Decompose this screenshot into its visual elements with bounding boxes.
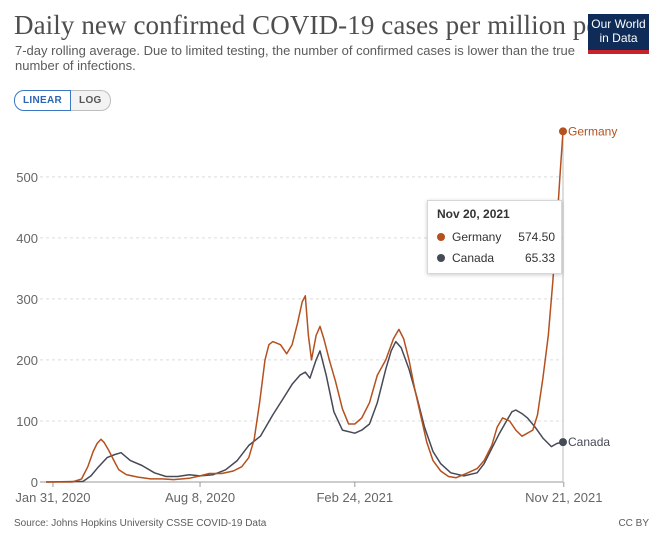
tooltip-series-name: Canada — [452, 251, 495, 265]
linear-scale-button[interactable]: LINEAR — [14, 90, 72, 111]
logo-line-1: Our World — [591, 17, 646, 31]
tooltip-series-value: 574.50 — [518, 230, 555, 244]
series-end-point-germany — [559, 127, 567, 136]
tooltip-row-canada: Canada 65.33 — [437, 251, 555, 266]
tooltip-series-value: 65.33 — [524, 251, 555, 265]
scale-toggle: LINEAR LOG — [14, 90, 111, 111]
x-tick-label: Aug 8, 2020 — [165, 490, 235, 505]
chart-title: Daily new confirmed COVID-19 cases per m… — [14, 10, 646, 40]
series-line-germany — [46, 131, 564, 483]
hover-tooltip: Nov 20, 2021 Germany 574.50 Canada 65.33 — [427, 200, 562, 274]
license-label[interactable]: CC BY — [618, 518, 649, 529]
y-tick-label: 500 — [16, 170, 38, 185]
tooltip-row-germany: Germany 574.50 — [437, 230, 555, 245]
y-tick-label: 200 — [16, 353, 38, 368]
tooltip-date: Nov 20, 2021 — [437, 207, 510, 221]
tooltip-series-name: Germany — [452, 230, 502, 244]
series-end-label-canada: Canada — [568, 435, 610, 449]
y-tick-label: 0 — [31, 475, 38, 490]
y-tick-label: 300 — [16, 292, 38, 307]
series-line-canada — [45, 340, 564, 483]
canada-dot-icon — [437, 254, 445, 262]
owid-logo[interactable]: Our World in Data — [588, 14, 649, 54]
chart-subtitle: 7-day rolling average. Due to limited te… — [15, 43, 576, 73]
x-tick-label: Jan 31, 2020 — [15, 490, 90, 505]
series-end-point-canada — [559, 438, 567, 447]
logo-line-2: in Data — [599, 31, 638, 45]
source-note[interactable]: Source: Johns Hopkins University CSSE CO… — [14, 518, 267, 529]
y-tick-label: 400 — [16, 231, 38, 246]
x-tick-label: Nov 21, 2021 — [525, 490, 602, 505]
x-tick-label: Feb 24, 2021 — [316, 490, 393, 505]
y-tick-label: 100 — [16, 414, 38, 429]
series-end-label-germany: Germany — [568, 124, 617, 138]
log-scale-button[interactable]: LOG — [71, 90, 111, 111]
germany-dot-icon — [437, 233, 445, 241]
